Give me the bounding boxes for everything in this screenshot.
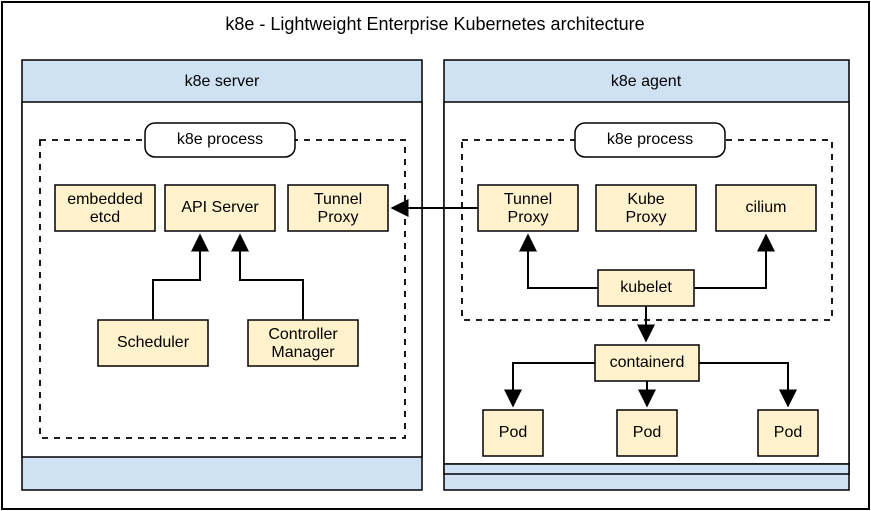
- node-kubelet-l1: kubelet: [620, 279, 672, 296]
- node-containerd-l1: containerd: [610, 354, 685, 371]
- node-pod1-l1: Pod: [499, 424, 527, 441]
- node-etcd-l1: embedded: [67, 191, 143, 208]
- agent-panel-title: k8e agent: [611, 73, 682, 90]
- node-cm-l1: Controller: [268, 326, 338, 343]
- node-pod2-l1: Pod: [633, 424, 661, 441]
- node-cilium-l1: cilium: [746, 199, 787, 216]
- node-tunnel-server-l2: Proxy: [318, 209, 359, 226]
- node-tunnel-agent-l1: Tunnel: [504, 191, 552, 208]
- node-tunnel-agent-l2: Proxy: [508, 209, 549, 226]
- node-pod3-l1: Pod: [774, 424, 802, 441]
- node-api-l1: API Server: [181, 199, 259, 216]
- agent-process-label: k8e process: [607, 131, 693, 148]
- node-tunnel-server-l1: Tunnel: [314, 191, 362, 208]
- node-kubeproxy-l2: Proxy: [626, 209, 667, 226]
- architecture-diagram: k8e - Lightweight Enterprise Kubernetes …: [0, 0, 871, 511]
- node-kubeproxy-l1: Kube: [627, 191, 664, 208]
- agent-footer-strip: [444, 464, 849, 474]
- node-cm-l2: Manager: [271, 344, 335, 361]
- node-etcd-l2: etcd: [90, 209, 120, 226]
- node-scheduler-l1: Scheduler: [117, 334, 190, 351]
- diagram-title: k8e - Lightweight Enterprise Kubernetes …: [225, 14, 644, 34]
- server-process-label: k8e process: [177, 131, 263, 148]
- server-panel-title: k8e server: [185, 73, 260, 90]
